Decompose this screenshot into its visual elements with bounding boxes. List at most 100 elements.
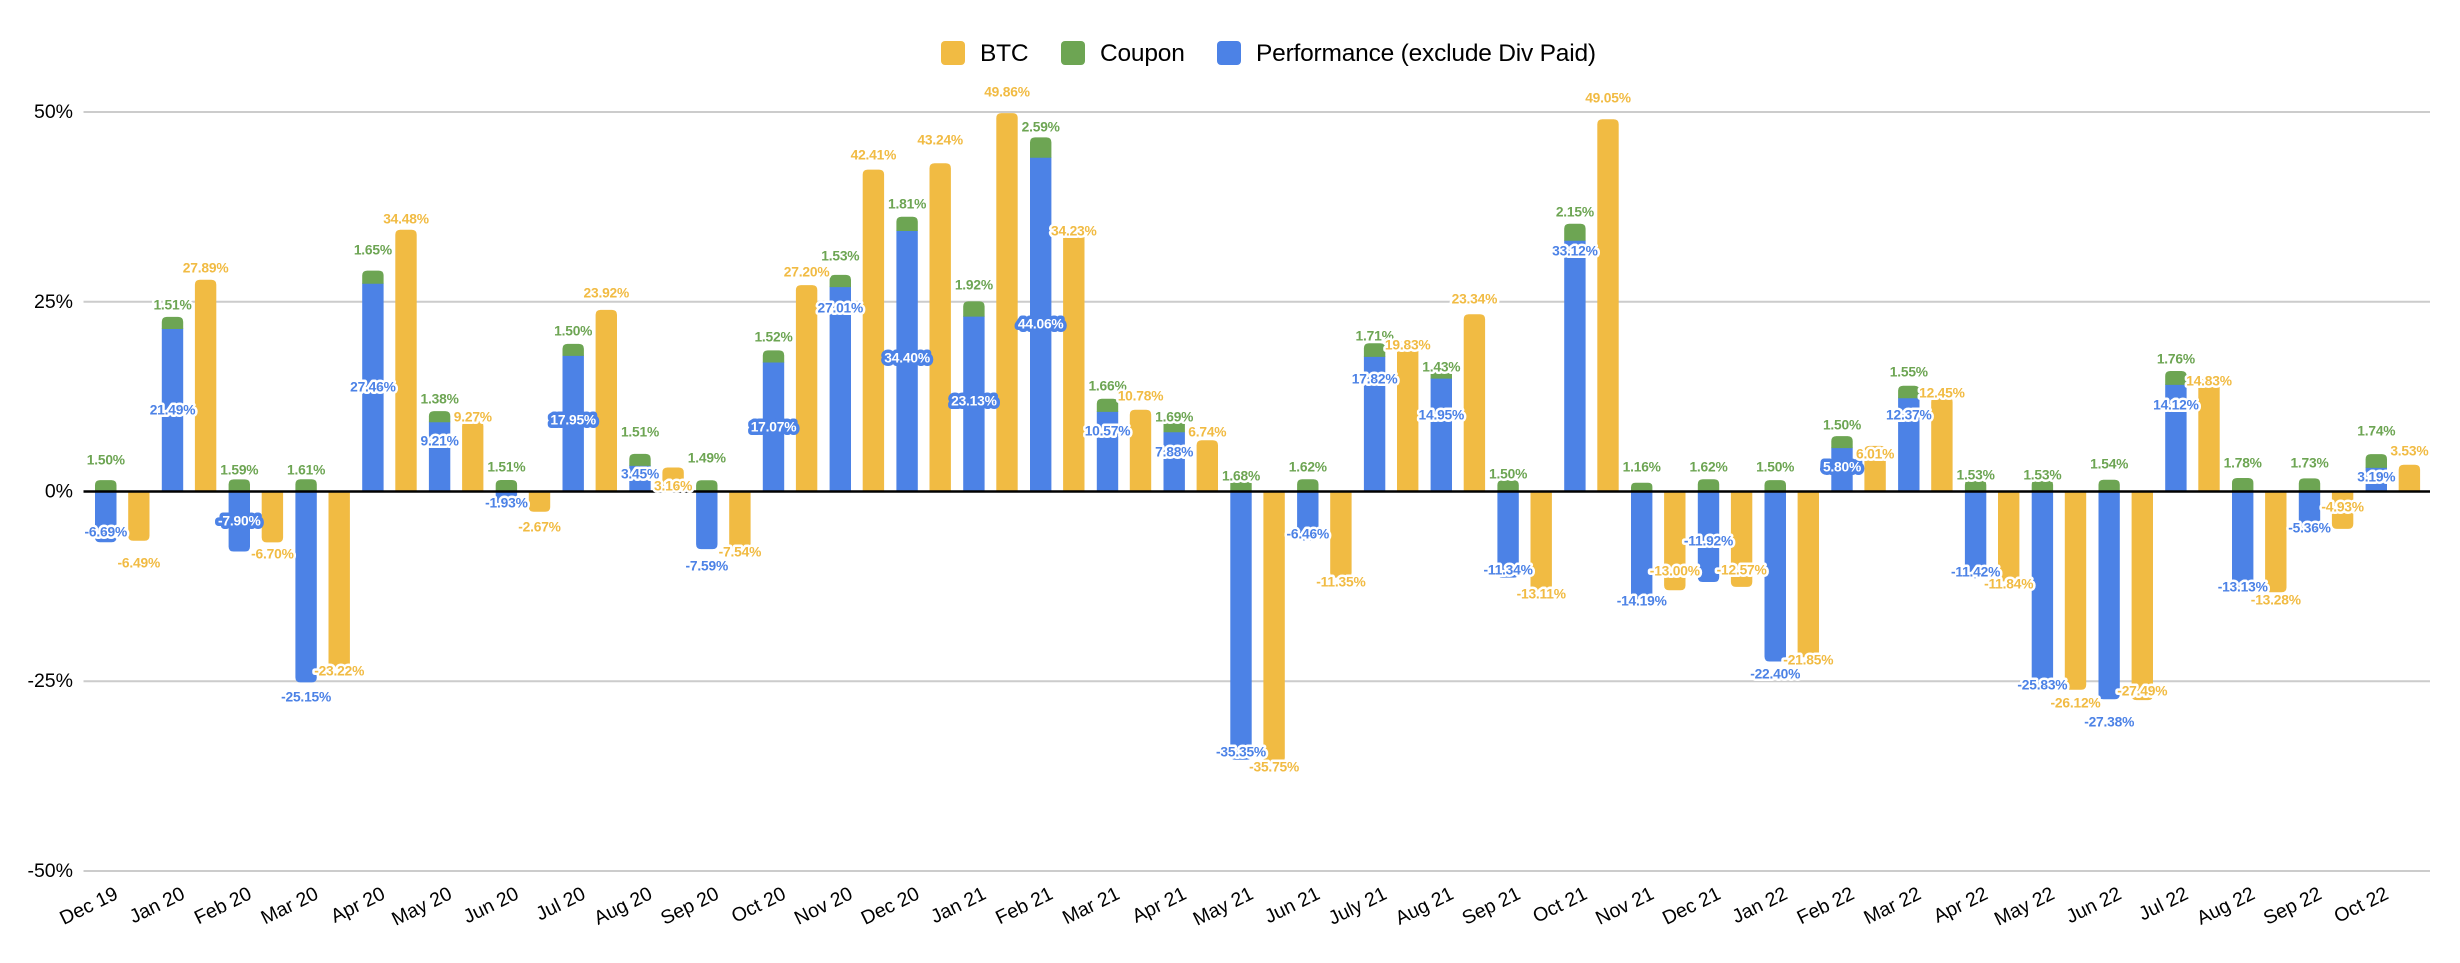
svg-text:1.50%: 1.50%: [87, 453, 125, 468]
svg-text:1.55%: 1.55%: [1890, 365, 1928, 380]
svg-text:-4.93%: -4.93%: [2321, 500, 2364, 515]
svg-text:-35.35%: -35.35%: [1216, 745, 1266, 760]
svg-text:-6.70%: -6.70%: [251, 547, 294, 562]
svg-text:12.45%: 12.45%: [1919, 386, 1965, 401]
svg-text:6.74%: 6.74%: [1188, 425, 1226, 440]
svg-text:1.16%: 1.16%: [1623, 460, 1661, 475]
svg-text:-21.85%: -21.85%: [1783, 653, 1833, 668]
svg-text:3.16%: 3.16%: [654, 479, 692, 494]
svg-text:42.41%: 42.41%: [851, 148, 897, 163]
svg-text:3.53%: 3.53%: [2390, 444, 2428, 459]
svg-text:1.59%: 1.59%: [220, 463, 258, 478]
svg-text:3.19%: 3.19%: [2357, 470, 2395, 485]
svg-text:1.73%: 1.73%: [2290, 456, 2328, 471]
svg-text:14.12%: 14.12%: [2153, 398, 2199, 413]
svg-text:27.20%: 27.20%: [784, 265, 830, 280]
svg-text:5.80%: 5.80%: [1823, 460, 1861, 475]
svg-text:17.07%: 17.07%: [751, 420, 797, 435]
svg-text:-11.34%: -11.34%: [1483, 563, 1532, 578]
svg-text:1.62%: 1.62%: [1689, 460, 1727, 475]
svg-text:-6.69%: -6.69%: [85, 525, 128, 540]
svg-text:-14.19%: -14.19%: [1617, 594, 1667, 609]
svg-text:9.27%: 9.27%: [454, 410, 492, 425]
svg-text:27.01%: 27.01%: [818, 301, 864, 316]
svg-text:1.51%: 1.51%: [621, 425, 659, 440]
svg-text:-13.28%: -13.28%: [2251, 593, 2301, 608]
svg-text:1.92%: 1.92%: [955, 278, 993, 293]
svg-text:14.83%: 14.83%: [2186, 374, 2232, 389]
svg-text:19.83%: 19.83%: [1385, 338, 1431, 353]
svg-text:1.43%: 1.43%: [1422, 360, 1460, 375]
svg-text:34.40%: 34.40%: [884, 351, 930, 366]
svg-text:1.78%: 1.78%: [2224, 456, 2262, 471]
svg-text:1.62%: 1.62%: [1289, 460, 1327, 475]
svg-text:23.13%: 23.13%: [951, 394, 997, 409]
svg-text:0%: 0%: [45, 481, 73, 503]
svg-text:23.92%: 23.92%: [584, 286, 630, 301]
svg-text:1.50%: 1.50%: [1756, 460, 1794, 475]
svg-text:1.54%: 1.54%: [2090, 457, 2128, 472]
svg-text:27.89%: 27.89%: [183, 261, 229, 276]
svg-text:-27.49%: -27.49%: [2117, 684, 2167, 699]
svg-text:-12.57%: -12.57%: [1717, 563, 1767, 578]
svg-text:-35.75%: -35.75%: [1249, 760, 1299, 775]
svg-text:-5.36%: -5.36%: [2288, 521, 2331, 536]
svg-text:1.52%: 1.52%: [754, 330, 792, 345]
svg-text:-7.59%: -7.59%: [686, 559, 729, 574]
svg-text:-25.15%: -25.15%: [281, 690, 331, 705]
svg-text:-11.92%: -11.92%: [1684, 534, 1733, 549]
svg-text:33.12%: 33.12%: [1552, 244, 1598, 259]
svg-text:-25%: -25%: [27, 670, 73, 692]
svg-text:-7.54%: -7.54%: [719, 545, 762, 560]
svg-text:-1.93%: -1.93%: [485, 496, 528, 511]
svg-text:-25.83%: -25.83%: [2017, 678, 2067, 693]
svg-text:1.49%: 1.49%: [688, 451, 726, 466]
svg-text:12.37%: 12.37%: [1886, 408, 1932, 423]
svg-text:1.74%: 1.74%: [2357, 424, 2395, 439]
svg-text:1.53%: 1.53%: [821, 249, 859, 264]
svg-text:-2.67%: -2.67%: [518, 520, 561, 535]
svg-text:49.05%: 49.05%: [1585, 91, 1631, 106]
svg-text:-7.90%: -7.90%: [218, 514, 261, 529]
svg-text:-13.11%: -13.11%: [1517, 587, 1566, 602]
svg-text:-6.46%: -6.46%: [1287, 527, 1330, 542]
svg-text:1.71%: 1.71%: [1356, 329, 1394, 344]
svg-text:-50%: -50%: [27, 860, 73, 882]
svg-text:14.95%: 14.95%: [1419, 408, 1465, 423]
svg-text:9.21%: 9.21%: [421, 434, 459, 449]
svg-text:21.49%: 21.49%: [150, 403, 196, 418]
svg-text:-13.13%: -13.13%: [2218, 580, 2268, 595]
svg-text:1.68%: 1.68%: [1222, 469, 1260, 484]
svg-text:1.51%: 1.51%: [153, 298, 191, 313]
svg-text:1.69%: 1.69%: [1155, 410, 1193, 425]
svg-text:1.66%: 1.66%: [1088, 379, 1126, 394]
svg-text:23.34%: 23.34%: [1452, 292, 1498, 307]
svg-text:-11.35%: -11.35%: [1316, 575, 1365, 590]
svg-text:-13.00%: -13.00%: [1650, 564, 1700, 579]
svg-text:2.59%: 2.59%: [1022, 120, 1060, 135]
svg-text:25%: 25%: [34, 291, 73, 313]
svg-text:17.95%: 17.95%: [550, 413, 596, 428]
svg-text:2.15%: 2.15%: [1556, 205, 1594, 220]
svg-text:Coupon: Coupon: [1100, 40, 1185, 67]
svg-text:1.81%: 1.81%: [888, 197, 926, 212]
svg-text:1.51%: 1.51%: [487, 460, 525, 475]
svg-text:34.23%: 34.23%: [1051, 224, 1097, 239]
svg-text:1.53%: 1.53%: [1957, 468, 1995, 483]
svg-text:3.45%: 3.45%: [621, 467, 659, 482]
svg-text:43.24%: 43.24%: [917, 133, 963, 148]
svg-text:1.38%: 1.38%: [421, 392, 459, 407]
svg-text:6.01%: 6.01%: [1856, 447, 1894, 462]
svg-text:-26.12%: -26.12%: [2051, 696, 2101, 711]
svg-text:1.61%: 1.61%: [287, 463, 325, 478]
svg-text:-27.38%: -27.38%: [2084, 715, 2134, 730]
svg-text:7.88%: 7.88%: [1155, 445, 1193, 460]
svg-text:49.86%: 49.86%: [984, 85, 1030, 100]
svg-text:34.48%: 34.48%: [383, 212, 429, 227]
svg-text:BTC: BTC: [980, 40, 1028, 67]
svg-text:-23.22%: -23.22%: [314, 664, 364, 679]
svg-text:-11.42%: -11.42%: [1951, 565, 2000, 580]
svg-text:-6.49%: -6.49%: [118, 556, 161, 571]
svg-text:10.78%: 10.78%: [1118, 389, 1164, 404]
svg-text:1.50%: 1.50%: [1489, 467, 1527, 482]
